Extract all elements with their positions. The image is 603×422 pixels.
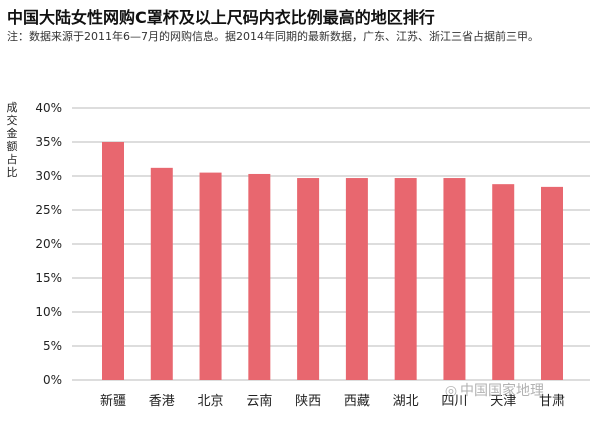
y-tick-label: 10% [35, 305, 62, 319]
y-axis-label: 成交金额占比 [6, 101, 18, 179]
bar [394, 178, 417, 380]
y-tick-label: 20% [35, 237, 62, 251]
y-tick-label: 0% [43, 373, 62, 387]
chart-note: 注：数据来源于2011年6—7月的网购信息。据2014年同期的最新数据，广东、江… [7, 30, 539, 43]
bar [102, 142, 124, 380]
wechat-icon: ◎ [444, 383, 458, 399]
bar [345, 178, 368, 380]
x-tick-label: 北京 [198, 394, 224, 409]
bar [199, 172, 222, 380]
x-tick-label: 新疆 [100, 393, 126, 409]
bar [541, 186, 563, 380]
y-tick-label: 5% [43, 339, 62, 353]
bar [443, 178, 466, 380]
x-tick-label: 甘肃 [539, 394, 565, 409]
watermark-text: 中国国家地理 [460, 383, 544, 399]
chart-title: 中国大陆女性网购C罩杯及以上尺码内衣比例最高的地区排行 [7, 8, 435, 27]
bar [297, 178, 320, 380]
x-tick-label: 天津 [490, 394, 516, 409]
x-tick-label: 云南 [246, 393, 272, 409]
watermark: ◎ 中国国家地理 [442, 380, 544, 400]
bar [248, 173, 271, 380]
x-tick-label: 四川 [441, 394, 467, 409]
x-tick-label: 西藏 [344, 394, 370, 409]
x-tick-label: 陕西 [295, 394, 321, 409]
x-tick-label: 香港 [149, 394, 175, 409]
y-tick-label: 35% [35, 135, 62, 149]
bar [492, 184, 515, 380]
x-tick-label: 湖北 [393, 394, 419, 409]
y-tick-label: 15% [35, 271, 62, 285]
y-tick-label: 30% [35, 169, 62, 183]
y-tick-label: 40% [35, 101, 62, 115]
y-tick-label: 25% [35, 203, 62, 217]
bar [150, 167, 173, 380]
